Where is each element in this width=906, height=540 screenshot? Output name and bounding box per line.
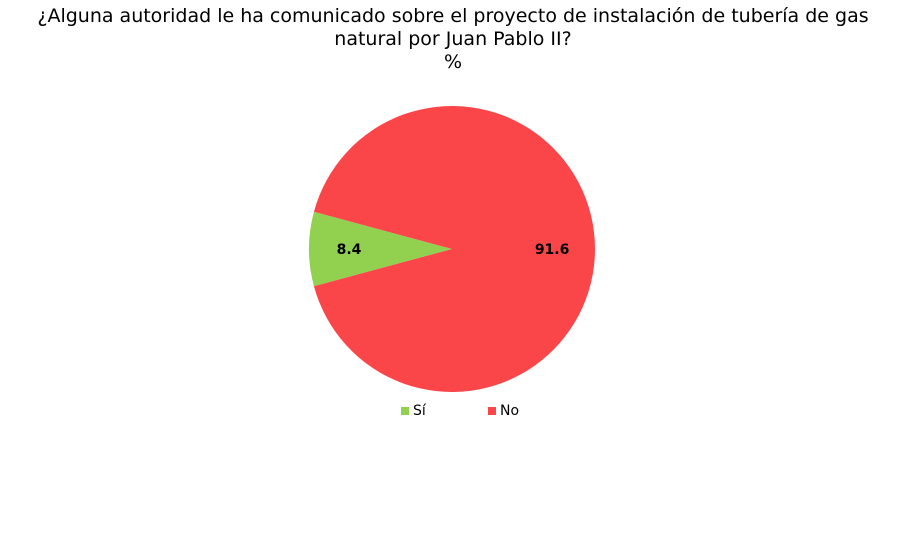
chart-title-line-2: natural por Juan Pablo II? bbox=[334, 28, 572, 50]
legend-swatch bbox=[488, 407, 496, 415]
data-label-no: 91.6 bbox=[535, 242, 570, 258]
pie-slice-no bbox=[313, 106, 596, 392]
legend-item-no: No bbox=[488, 402, 519, 420]
data-label-si: 8.4 bbox=[337, 242, 362, 258]
legend-swatch bbox=[401, 407, 409, 415]
legend-label: No bbox=[500, 403, 520, 419]
chart-title-line-1: ¿Alguna autoridad le ha comunicado sobre… bbox=[37, 5, 869, 27]
chart-legend: Sí No bbox=[0, 402, 906, 422]
legend-item-si: Sí bbox=[401, 402, 426, 420]
chart-title-unit: % bbox=[443, 51, 463, 73]
legend-label: Sí bbox=[413, 403, 426, 419]
chart-title: ¿Alguna autoridad le ha comunicado sobre… bbox=[0, 5, 906, 74]
pie-slice-si bbox=[309, 211, 452, 287]
